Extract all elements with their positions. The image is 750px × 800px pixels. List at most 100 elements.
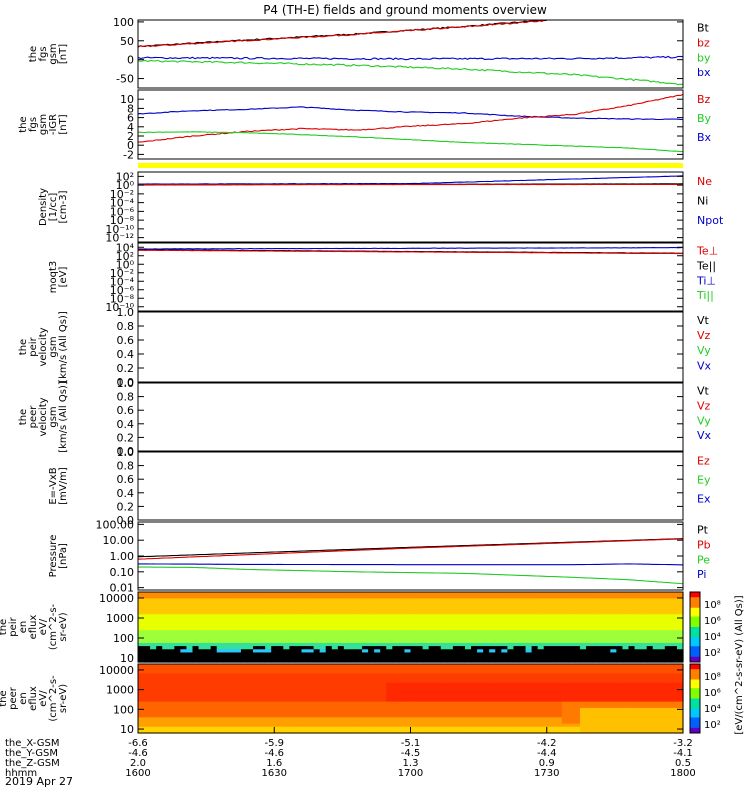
heatmap-cell bbox=[549, 707, 557, 712]
heatmap-cell bbox=[234, 598, 242, 603]
heatmap-cell bbox=[283, 592, 290, 596]
heatmap-cell bbox=[598, 670, 605, 675]
heatmap-cell bbox=[307, 655, 315, 660]
x-tick-value: -4.4 bbox=[537, 748, 557, 759]
heatmap-cell bbox=[531, 711, 539, 715]
heatmap-cell bbox=[313, 611, 321, 615]
heatmap-cell bbox=[567, 714, 575, 718]
heatmap-cell bbox=[222, 620, 230, 625]
heatmap-cell bbox=[440, 636, 448, 641]
heatmap-cell bbox=[150, 714, 157, 718]
heatmap-cell bbox=[156, 636, 163, 641]
heatmap-cell bbox=[495, 714, 502, 718]
heatmap-cell bbox=[458, 723, 466, 728]
heatmap-cell bbox=[368, 723, 375, 728]
heatmap-cell bbox=[156, 723, 163, 728]
heatmap-cell bbox=[228, 729, 236, 734]
heatmap-cell bbox=[168, 664, 175, 668]
heatmap-cell bbox=[489, 717, 496, 722]
heatmap-cell bbox=[295, 682, 303, 687]
heatmap-cell bbox=[356, 636, 363, 641]
heatmap-cell bbox=[343, 689, 351, 693]
heatmap-cell bbox=[362, 720, 369, 725]
heatmap-cell bbox=[404, 664, 412, 668]
heatmap-cell bbox=[374, 623, 381, 628]
heatmap-cell bbox=[549, 714, 557, 718]
heatmap-cell bbox=[259, 630, 266, 634]
heatmap-cell bbox=[410, 627, 418, 631]
heatmap-cell bbox=[495, 670, 502, 675]
heatmap-cell bbox=[501, 720, 508, 725]
heatmap-cell bbox=[368, 633, 375, 638]
heatmap-cell bbox=[247, 701, 254, 706]
heatmap-cell bbox=[477, 729, 484, 734]
heatmap-cell bbox=[234, 695, 242, 700]
heatmap-cell bbox=[616, 592, 624, 596]
heatmap-cell bbox=[228, 646, 236, 650]
heatmap-cell bbox=[574, 689, 581, 693]
heatmap-cell bbox=[168, 601, 175, 606]
heatmap-cell bbox=[592, 698, 599, 703]
heatmap-cell bbox=[519, 707, 527, 712]
heatmap-cell bbox=[186, 667, 194, 671]
heatmap-cell bbox=[150, 707, 157, 712]
heatmap-cell bbox=[592, 630, 599, 634]
heatmap-cell bbox=[519, 655, 527, 660]
heatmap-cell bbox=[307, 667, 315, 671]
heatmap-cell bbox=[458, 636, 466, 641]
heatmap-cell bbox=[216, 639, 224, 644]
heatmap-cell bbox=[343, 614, 351, 619]
heatmap-cell bbox=[519, 604, 527, 609]
heatmap-cell bbox=[561, 658, 569, 663]
heatmap-cell bbox=[404, 676, 412, 681]
heatmap-cell bbox=[580, 664, 587, 668]
heatmap-cell bbox=[652, 707, 660, 712]
heatmap-cell bbox=[446, 630, 454, 634]
heatmap-cell bbox=[434, 611, 442, 615]
heatmap-cell bbox=[210, 707, 218, 712]
heatmap-cell bbox=[422, 714, 430, 718]
heatmap-cell bbox=[670, 711, 678, 715]
heatmap-cell bbox=[428, 592, 436, 596]
heatmap-cell bbox=[586, 698, 593, 703]
heatmap-cell bbox=[259, 617, 266, 622]
heatmap-cell bbox=[247, 627, 254, 631]
heatmap-cell bbox=[349, 726, 357, 731]
heatmap-cell bbox=[592, 592, 599, 596]
colorbar-swatch bbox=[690, 720, 700, 724]
panel-pressure: 100.0010.001.000.100.01Pressure[nPa]PtPb… bbox=[48, 518, 711, 594]
panel-mode-bar bbox=[138, 163, 683, 168]
heatmap-cell bbox=[259, 673, 266, 678]
heatmap-cell bbox=[477, 695, 484, 700]
heatmap-cell bbox=[513, 689, 521, 693]
heatmap-cell bbox=[204, 673, 212, 678]
heatmap-cell bbox=[610, 633, 617, 638]
heatmap-cell bbox=[228, 636, 236, 641]
colorbar-swatch bbox=[690, 686, 700, 689]
heatmap-cell bbox=[392, 652, 399, 657]
heatmap-cell bbox=[368, 704, 375, 709]
heatmap-cell bbox=[446, 685, 454, 690]
heatmap-cell bbox=[610, 595, 617, 599]
heatmap-cell bbox=[247, 667, 254, 671]
heatmap-cell bbox=[519, 623, 527, 628]
heatmap-cell bbox=[428, 664, 436, 668]
heatmap-cell bbox=[410, 726, 418, 731]
colorbar-swatch bbox=[690, 674, 700, 677]
heatmap-cell bbox=[664, 592, 672, 596]
heatmap-cell bbox=[525, 655, 533, 660]
heatmap-cell bbox=[592, 670, 599, 675]
y-axis-label: Pressure[nPa] bbox=[48, 535, 69, 578]
heatmap-cell bbox=[501, 673, 508, 678]
heatmap-cell bbox=[150, 636, 157, 641]
heatmap-cell bbox=[586, 689, 593, 693]
heatmap-cell bbox=[604, 639, 611, 644]
heatmap-cell bbox=[289, 701, 297, 706]
heatmap-cell bbox=[150, 673, 157, 678]
heatmap-cell bbox=[374, 673, 381, 678]
heatmap-cell bbox=[331, 592, 339, 596]
heatmap-cell bbox=[646, 689, 654, 693]
heatmap-cell bbox=[525, 695, 533, 700]
heatmap-cell bbox=[592, 627, 599, 631]
heatmap-cell bbox=[555, 707, 563, 712]
